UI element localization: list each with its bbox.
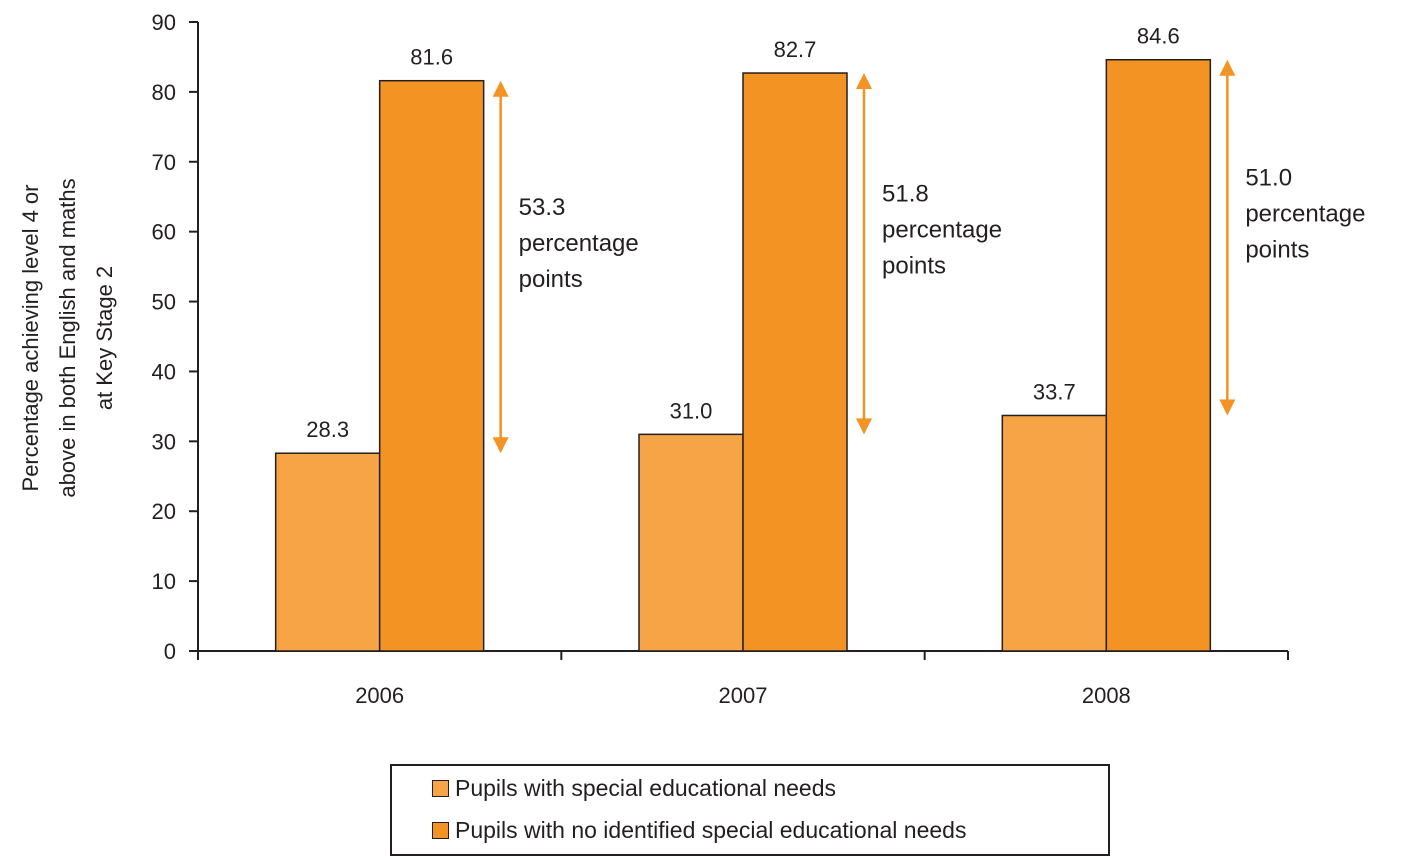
gap-label: 51.8 percentage points: [882, 181, 1002, 280]
bar-value-label: 84.6: [1137, 24, 1180, 49]
bar-value-label: 28.3: [306, 417, 349, 442]
gap-arrows: 53.3 percentage points 51.8 percentage points…: [492, 59, 1365, 454]
y-tick-label: 0: [164, 639, 176, 664]
gap-label-line: 51.0: [1245, 165, 1292, 192]
y-axis-label: Percentage achieving level 4 or above in …: [18, 178, 117, 497]
legend-swatch-sen: [432, 780, 449, 797]
legend-label-sen: Pupils with special educational needs: [455, 775, 837, 801]
bar-value-label: 81.6: [410, 45, 453, 70]
gap-arrow-head-down: [492, 437, 509, 454]
y-tick-label: 30: [152, 429, 176, 454]
gap-arrow-head-up: [1219, 59, 1236, 76]
gap-label-line: percentage: [882, 217, 1002, 244]
bars: 28.3 81.6 31.0 82.7 33.7 84.6: [274, 24, 1212, 652]
bar-value-label: 33.7: [1033, 379, 1076, 404]
gap-arrow-head-up: [856, 73, 872, 90]
x-tick-label: 2008: [1082, 683, 1131, 708]
legend-item-sen: Pupils with special educational needs: [432, 775, 836, 802]
legend-swatch-no-sen: [432, 822, 449, 839]
y-tick-label: 60: [152, 220, 176, 245]
gap-label-line: 53.3: [519, 194, 566, 221]
bar-no-sen: [378, 79, 485, 652]
y-tick-label: 70: [152, 150, 176, 175]
gap-arrow-head-down: [1219, 399, 1236, 416]
bar-chart: Percentage achieving level 4 or above in …: [18, 10, 1365, 708]
gap-label: 53.3 percentage points: [519, 194, 639, 293]
y-axis-title-line: Percentage achieving level 4 or: [18, 185, 43, 492]
legend-label-no-sen: Pupils with no identified special educat…: [455, 817, 967, 843]
gap-label-line: percentage: [519, 230, 639, 257]
gap-label-line: points: [882, 253, 946, 280]
legend-item-no-sen: Pupils with no identified special educat…: [432, 817, 966, 844]
y-tick-label: 90: [152, 10, 176, 35]
y-axis-title-line: at Key Stage 2: [92, 266, 117, 410]
bar-value-label: 82.7: [774, 37, 817, 62]
gap-arrow-head-up: [492, 80, 509, 97]
gap-label-line: 51.8: [882, 181, 929, 208]
x-tick-label: 2007: [719, 683, 768, 708]
legend: Pupils with special educational needs Pu…: [390, 764, 1110, 856]
bar-sen: [1001, 414, 1108, 652]
x-tick-label: 2006: [355, 683, 404, 708]
gap-label-line: points: [1245, 237, 1309, 264]
bar-no-sen: [1105, 58, 1212, 652]
bar-sen: [274, 452, 381, 652]
bar-sen: [638, 433, 744, 652]
gap-arrow-head-down: [856, 418, 872, 435]
gap-label-line: percentage: [1245, 201, 1365, 228]
y-tick-label: 20: [152, 499, 176, 524]
bar-value-label: 31.0: [670, 398, 713, 423]
gap-label: 51.0 percentage points: [1245, 165, 1365, 264]
bar-no-sen: [742, 72, 848, 652]
y-tick-label: 40: [152, 359, 176, 384]
gap-label-line: points: [519, 266, 583, 293]
y-tick-label: 50: [152, 290, 176, 315]
axes: 0 10 20 30 40 50 60 70 80 90 2006 2007 2008: [152, 10, 1289, 708]
y-tick-label: 10: [152, 569, 176, 594]
y-axis-title-line: above in both English and maths: [55, 178, 80, 497]
y-axis-title: Percentage achieving level 4 or above in …: [18, 178, 117, 497]
y-tick-label: 80: [152, 80, 176, 105]
